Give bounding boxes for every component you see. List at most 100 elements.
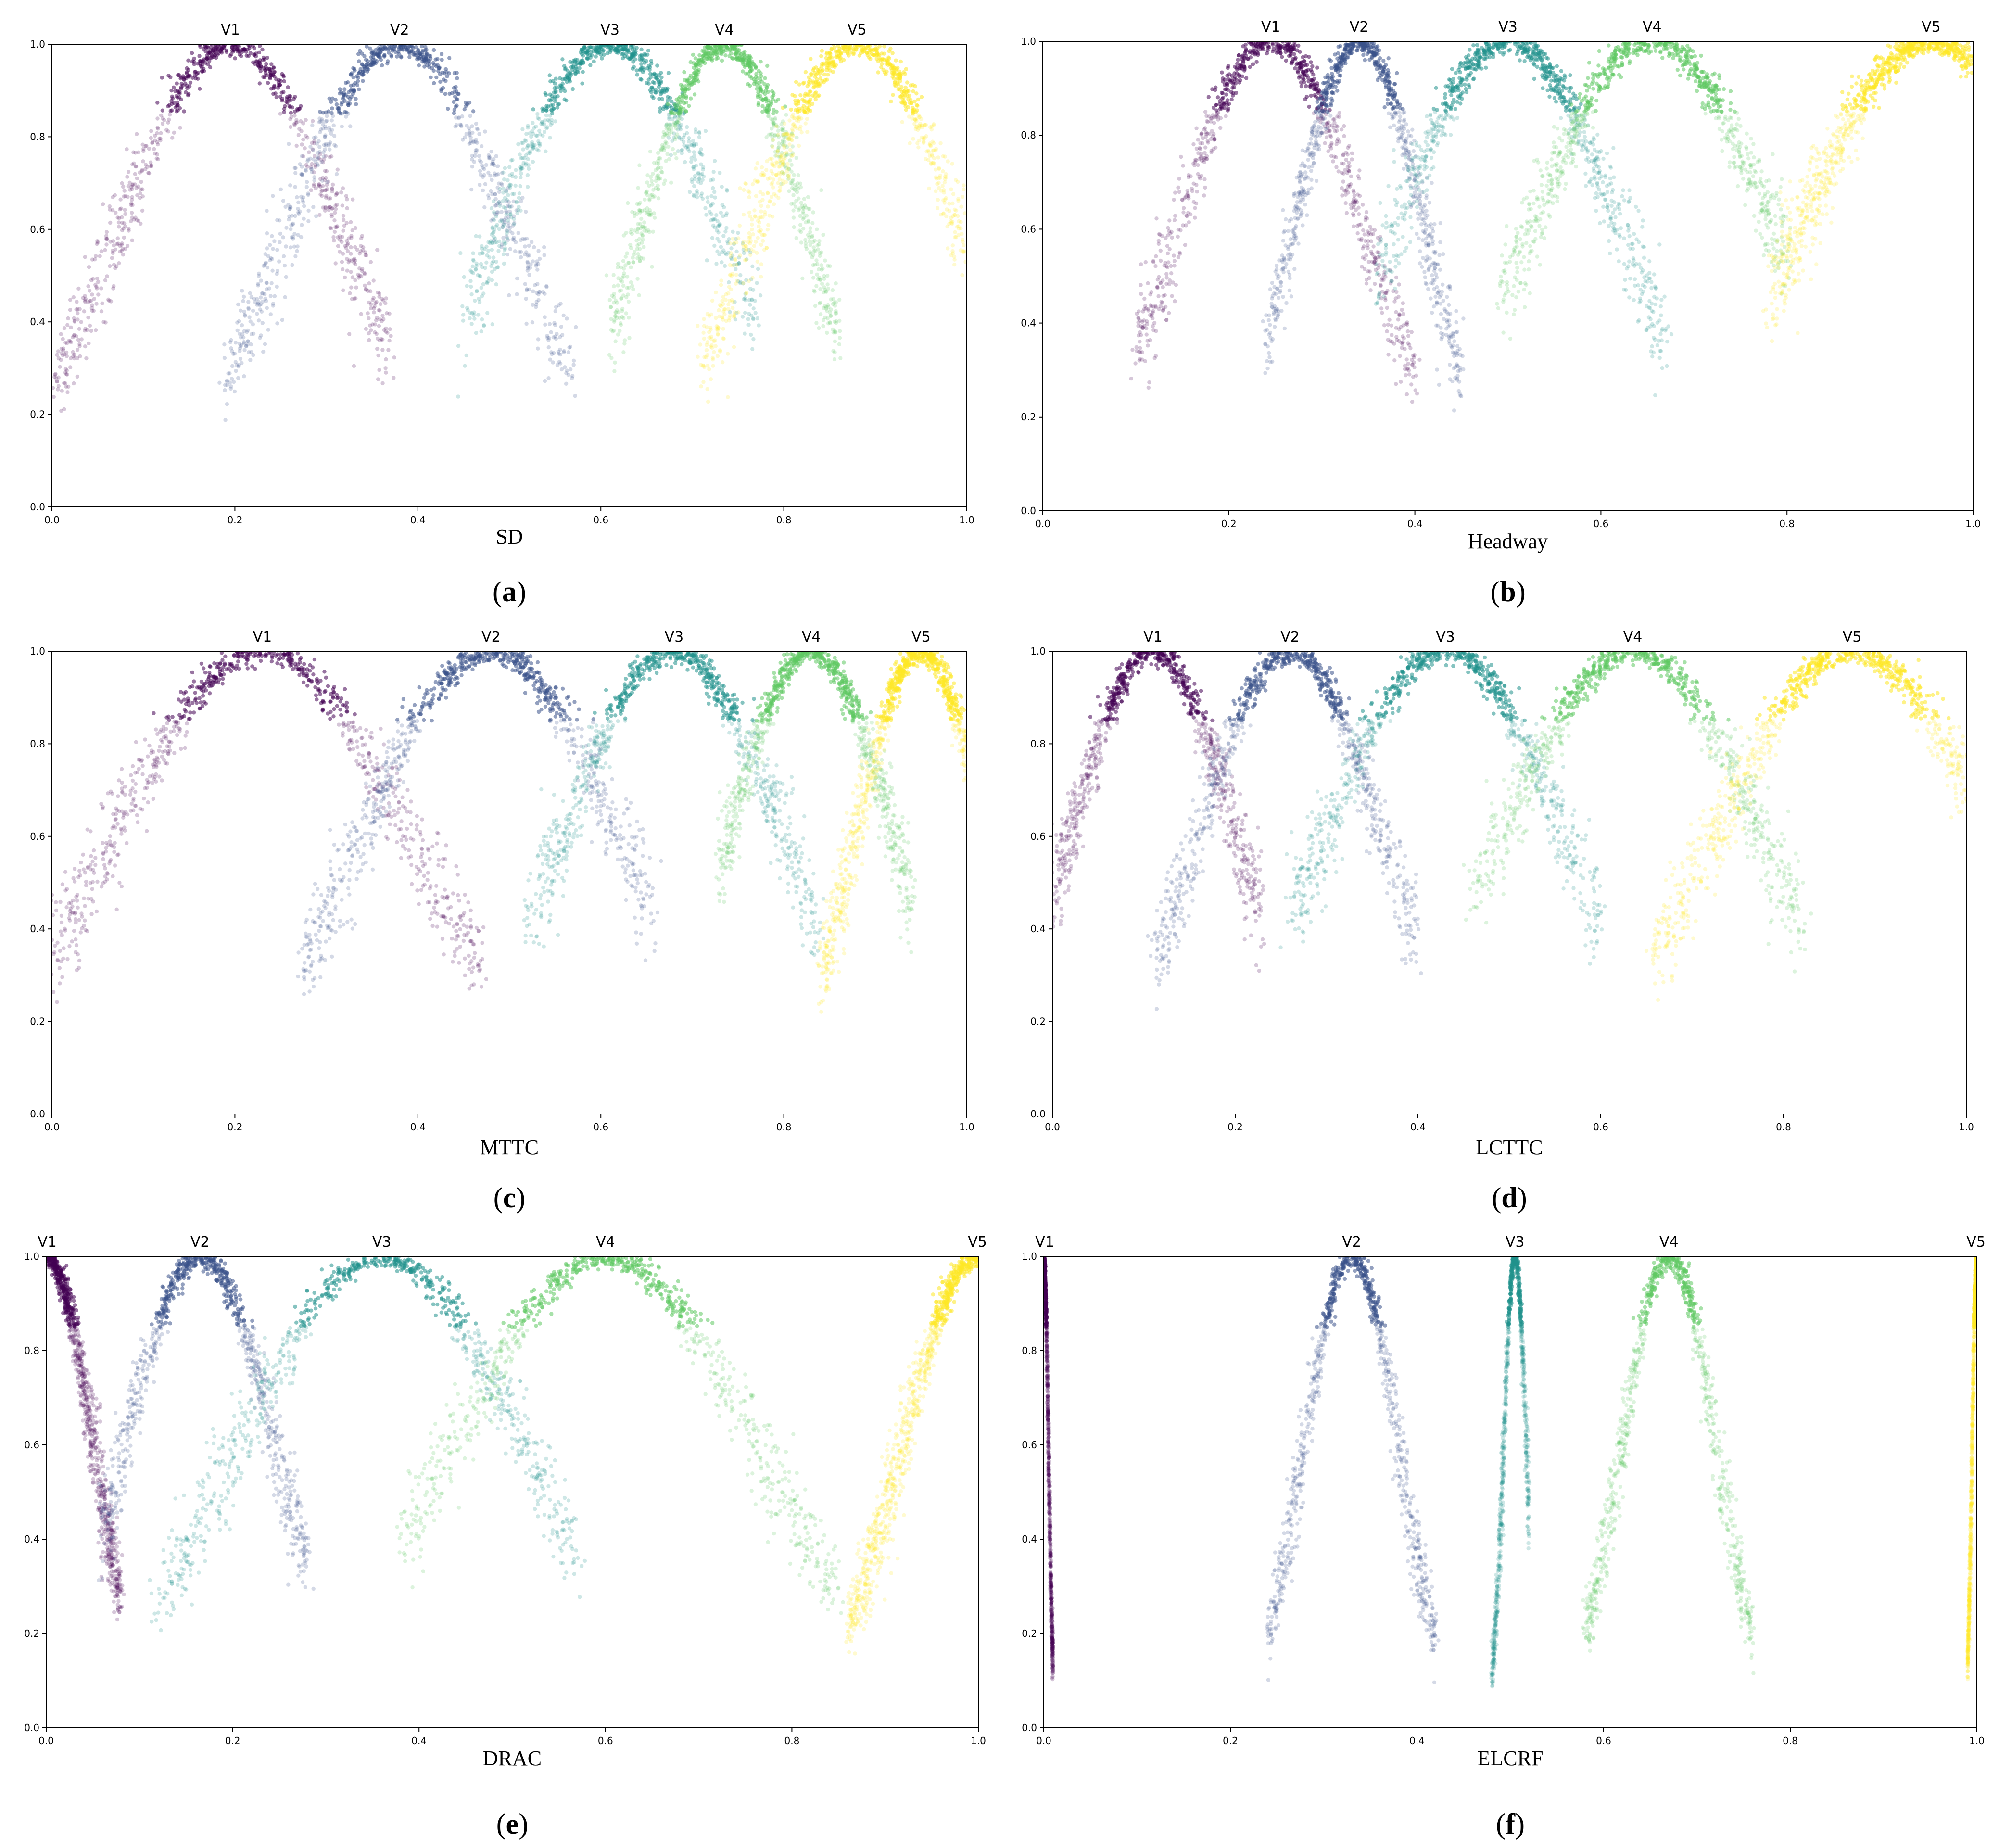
point-v2 (268, 258, 272, 262)
point-v1 (1371, 232, 1376, 236)
point-v1 (325, 187, 329, 191)
point-v1 (1390, 333, 1394, 337)
panel-caption-letter: a (502, 576, 517, 608)
point-v2 (308, 144, 313, 149)
point-v3 (721, 248, 726, 253)
point-v5 (947, 222, 951, 226)
point-v4 (613, 314, 617, 318)
point-v1 (83, 298, 87, 303)
point-v1 (1173, 214, 1177, 218)
point-v3 (743, 296, 747, 301)
point-v2 (420, 52, 424, 57)
point-v1 (359, 236, 364, 240)
point-v4 (639, 256, 644, 260)
point-v5 (780, 163, 784, 167)
point-v1 (1218, 126, 1223, 130)
point-v3 (508, 212, 513, 216)
point-v1 (64, 372, 69, 377)
point-v1 (272, 74, 277, 79)
point-v4 (612, 301, 616, 305)
point-v5 (785, 132, 790, 136)
point-v4 (816, 277, 821, 281)
point-v4 (662, 133, 667, 137)
point-v3 (720, 203, 724, 207)
point-v2 (511, 238, 516, 242)
point-v5 (783, 156, 787, 161)
point-v1 (77, 342, 82, 346)
point-v4 (622, 271, 626, 276)
point-v1 (160, 108, 164, 113)
point-v1 (136, 184, 140, 189)
point-v5 (919, 117, 924, 121)
point-v5 (777, 159, 782, 163)
point-v4 (657, 177, 661, 181)
point-v1 (1135, 312, 1139, 316)
point-v2 (264, 280, 268, 285)
point-v2 (321, 154, 326, 159)
point-v3 (711, 217, 716, 222)
point-v3 (477, 274, 482, 278)
point-v1 (121, 227, 126, 231)
point-v1 (1167, 278, 1172, 283)
point-v1 (1180, 197, 1184, 202)
point-v5 (728, 314, 733, 318)
point-v1 (155, 152, 159, 157)
point-v1 (1404, 357, 1409, 362)
point-v4 (624, 311, 629, 316)
point-v5 (765, 228, 770, 232)
point-v2 (520, 196, 525, 200)
point-v1 (121, 184, 126, 189)
point-v1 (1160, 234, 1164, 238)
point-v4 (616, 332, 620, 337)
point-v4 (798, 223, 803, 227)
point-v5 (786, 137, 791, 142)
point-v3 (485, 311, 490, 315)
point-v4 (813, 263, 817, 267)
point-v4 (630, 210, 634, 215)
series-v2-points (217, 44, 578, 422)
point-v4 (821, 324, 825, 329)
point-v5 (783, 132, 787, 137)
point-v2 (523, 282, 528, 286)
point-v4 (772, 133, 777, 138)
point-v2 (304, 185, 309, 189)
point-v5 (809, 57, 813, 61)
point-v2 (360, 51, 364, 56)
point-v1 (331, 235, 336, 240)
point-v4 (831, 327, 835, 332)
point-v1 (1194, 201, 1199, 206)
point-v5 (774, 160, 779, 165)
point-v5 (819, 54, 823, 59)
point-v1 (1328, 144, 1332, 149)
point-v3 (493, 237, 497, 241)
point-v1 (130, 215, 135, 220)
point-v1 (1155, 286, 1160, 290)
point-v1 (114, 264, 119, 268)
peak-label-v1: V1 (221, 22, 240, 38)
point-v5 (707, 314, 711, 318)
point-v4 (781, 138, 785, 142)
point-v1 (1202, 177, 1207, 181)
point-v5 (709, 377, 713, 381)
point-v4 (784, 130, 788, 134)
point-v3 (695, 191, 699, 196)
point-v5 (791, 152, 796, 157)
point-v1 (335, 167, 340, 172)
point-v1 (1352, 193, 1356, 198)
point-v1 (1390, 340, 1394, 344)
point-v2 (311, 157, 316, 162)
point-v3 (682, 133, 687, 137)
point-v1 (1374, 258, 1379, 262)
point-v3 (748, 303, 752, 307)
y-tick-label: 0.6 (30, 224, 45, 235)
point-v4 (661, 145, 666, 150)
point-v2 (468, 139, 473, 143)
point-v3 (534, 133, 539, 138)
point-v2 (315, 157, 320, 162)
point-v1 (54, 376, 59, 380)
point-v4 (770, 120, 775, 125)
point-v3 (472, 310, 477, 315)
point-v1 (59, 346, 63, 351)
point-v1 (173, 89, 177, 93)
point-v1 (1353, 199, 1358, 204)
